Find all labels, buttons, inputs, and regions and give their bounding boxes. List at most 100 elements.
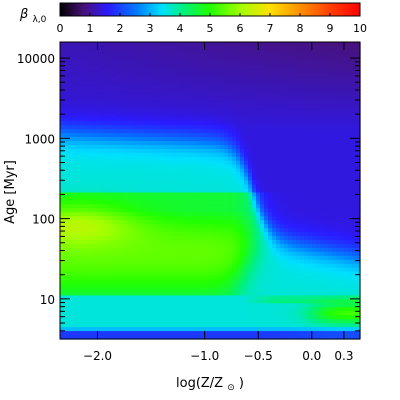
heatmap-cell [116, 212, 121, 217]
heatmap-cell [180, 196, 185, 201]
heatmap-cell [72, 279, 77, 285]
heatmap-cell [208, 228, 213, 233]
heatmap-cell [184, 259, 189, 265]
heatmap-cell [64, 259, 69, 265]
heatmap-cell [92, 279, 97, 285]
heatmap-cell [72, 220, 77, 225]
heatmap-cell [96, 168, 101, 174]
heatmap-cell [144, 271, 149, 277]
heatmap-cell [228, 236, 233, 241]
heatmap-cell [256, 263, 261, 269]
heatmap-cell [336, 259, 341, 265]
heatmap-cell [140, 152, 145, 158]
heatmap-cell [200, 101, 205, 106]
heatmap-cell [184, 279, 189, 285]
heatmap-cell [176, 192, 181, 198]
heatmap-cell [112, 283, 117, 289]
heatmap-cell [316, 212, 321, 217]
heatmap-cell [136, 144, 141, 150]
heatmap-cell [188, 42, 193, 47]
heatmap-cell [120, 73, 125, 79]
heatmap-cell [168, 85, 173, 91]
heatmap-cell [224, 129, 229, 134]
heatmap-cell [244, 69, 249, 75]
heatmap-cell [172, 137, 177, 142]
heatmap-cell [92, 295, 97, 300]
heatmap-cell [304, 65, 309, 71]
heatmap-cell [208, 97, 213, 102]
heatmap-cell [260, 121, 265, 126]
heatmap-cell [336, 125, 341, 130]
heatmap-cell [176, 263, 181, 269]
heatmap-cell [260, 93, 265, 99]
heatmap-cell [144, 144, 149, 150]
heatmap-cell [296, 247, 301, 253]
heatmap-cell [232, 125, 237, 130]
heatmap-cell [264, 77, 269, 83]
heatmap-cell [348, 144, 353, 150]
heatmap-cell [236, 236, 241, 241]
heatmap-cell [180, 152, 185, 158]
heatmap-cell [292, 216, 297, 221]
heatmap-cell [248, 220, 253, 225]
heatmap-cell [148, 168, 153, 174]
heatmap-cell [356, 69, 361, 75]
heatmap-cell [232, 101, 237, 106]
heatmap-cell [164, 188, 169, 194]
heatmap-cell [92, 45, 97, 51]
heatmap-cell [312, 73, 317, 79]
heatmap-cell [92, 232, 97, 237]
heatmap-cell [348, 125, 353, 130]
heatmap-cell [280, 113, 285, 118]
heatmap-cell [304, 152, 309, 158]
heatmap-cell [96, 160, 101, 166]
heatmap-cell [128, 109, 133, 114]
heatmap-cell [68, 267, 73, 273]
heatmap-cell [188, 172, 193, 178]
heatmap-cell [88, 164, 93, 170]
heatmap-cell [332, 49, 337, 55]
heatmap-cell [280, 236, 285, 241]
heatmap-cell [260, 172, 265, 178]
heatmap-cell [196, 61, 201, 67]
heatmap-cell [212, 287, 217, 293]
heatmap-cell [304, 61, 309, 67]
heatmap-cell [132, 224, 137, 229]
heatmap-cell [316, 113, 321, 118]
heatmap-cell [260, 164, 265, 170]
heatmap-cell [232, 85, 237, 91]
heatmap-cell [244, 113, 249, 118]
heatmap-cell [284, 129, 289, 134]
heatmap-cell [220, 299, 225, 304]
heatmap-cell [268, 287, 273, 293]
heatmap-cell [312, 243, 317, 249]
heatmap-cell [108, 105, 113, 110]
heatmap-cell [268, 188, 273, 194]
heatmap-cell [288, 61, 293, 67]
heatmap-cell [216, 164, 221, 170]
heatmap-cell [248, 81, 253, 87]
heatmap-cell [184, 220, 189, 225]
heatmap-cell [60, 236, 65, 241]
heatmap-cell [328, 188, 333, 194]
heatmap-cell [340, 117, 345, 122]
heatmap-cell [304, 243, 309, 249]
heatmap-cell [356, 299, 361, 304]
heatmap-cell [312, 283, 317, 289]
heatmap-cell [172, 49, 177, 55]
heatmap-cell [124, 42, 129, 47]
heatmap-cell [356, 121, 361, 126]
heatmap-cell [92, 125, 97, 130]
heatmap-cell [144, 228, 149, 233]
heatmap-cell [340, 220, 345, 225]
heatmap-cell [220, 152, 225, 158]
heatmap-cell [312, 129, 317, 134]
heatmap-cell [272, 77, 277, 83]
heatmap-cell [164, 216, 169, 221]
heatmap-cell [68, 236, 73, 241]
heatmap-cell [124, 148, 129, 154]
heatmap-cell [336, 65, 341, 71]
heatmap-cell [216, 69, 221, 75]
heatmap-cell [296, 53, 301, 59]
heatmap-cell [276, 192, 281, 198]
